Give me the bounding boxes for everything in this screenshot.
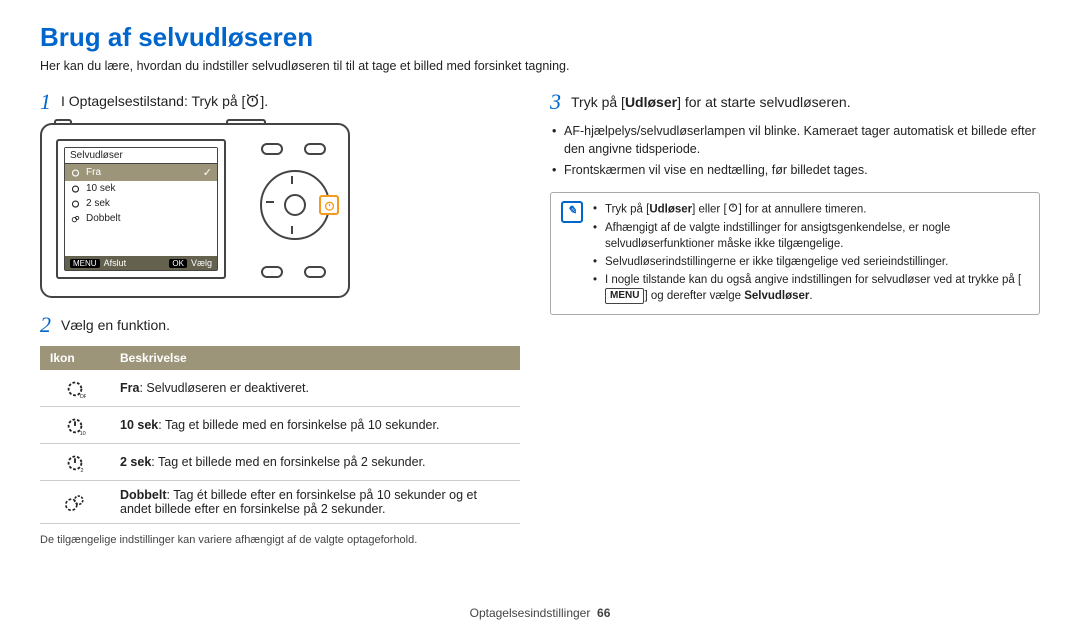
table-footnote: De tilgængelige indstillinger kan varier… xyxy=(40,534,520,546)
menu-item-2sek-label: 2 sek xyxy=(86,198,110,209)
note1-b: ] eller [ xyxy=(692,203,727,215)
menu-badge-left: MENU xyxy=(70,259,100,268)
note4-a: I nogle tilstande kan du også angive ind… xyxy=(605,274,1021,286)
row-icon-off: OFF xyxy=(40,370,110,407)
timer-icon xyxy=(245,93,260,111)
footer-section: Optagelsesindstillinger xyxy=(470,606,591,620)
camera-btn-top2 xyxy=(304,143,326,155)
svg-text:2: 2 xyxy=(81,468,84,473)
note-line-2: Afhængigt af de valgte indstillinger for… xyxy=(593,220,1029,252)
camera-body: Selvudløser Fra ✓ 10 sek 2 sek xyxy=(40,123,350,298)
timer-icon xyxy=(323,199,336,212)
menu-title: Selvudløser xyxy=(65,148,217,164)
timer-10-icon xyxy=(70,183,81,194)
camera-screen-inner: Selvudløser Fra ✓ 10 sek 2 sek xyxy=(64,147,218,271)
th-desc: Beskrivelse xyxy=(110,346,520,370)
step-3: 3 Tryk på [Udløser] for at starte selvud… xyxy=(550,91,1040,113)
row-icon-double xyxy=(40,481,110,524)
bullet-2: Frontskærmen vil vise en nedtælling, før… xyxy=(550,162,1040,180)
row-desc-10: 10 sek: Tag et billede med en forsinkels… xyxy=(110,407,520,444)
step-3-text-b: ] for at starte selvudløseren. xyxy=(677,94,851,110)
note-line-4: I nogle tilstande kan du også angive ind… xyxy=(593,272,1029,304)
table-row: 10 10 sek: Tag et billede med en forsink… xyxy=(40,407,520,444)
camera-illustration: Selvudløser Fra ✓ 10 sek 2 sek xyxy=(40,123,520,298)
menu-badge-right: OK xyxy=(169,259,187,268)
step-2-text: Vælg en funktion. xyxy=(61,317,170,333)
dpad-left xyxy=(266,201,274,203)
menu-item-dobbelt: Dobbelt xyxy=(65,211,217,226)
highlighted-button xyxy=(319,195,339,215)
camera-btn-bot xyxy=(261,266,283,278)
step-1-text-a: I Optagelsestilstand: Tryk på [ xyxy=(61,93,245,109)
step-1-text: I Optagelsestilstand: Tryk på []. xyxy=(61,93,268,111)
note1-c: ] for at annullere timeren. xyxy=(739,203,867,215)
table-row: OFF Fra: Selvudløseren er deaktiveret. xyxy=(40,370,520,407)
note4-c: . xyxy=(809,290,812,302)
camera-btn-top xyxy=(261,143,283,155)
menu-footer: MENU Afslut OK Vælg xyxy=(65,256,217,270)
page-subtitle: Her kan du lære, hvordan du indstiller s… xyxy=(40,59,1040,73)
svg-text:OFF: OFF xyxy=(80,394,86,399)
note1-bold: Udløser xyxy=(649,203,692,215)
menu-item-10sek: 10 sek xyxy=(65,181,217,196)
row-icon-10: 10 xyxy=(40,407,110,444)
step-2: 2 Vælg en funktion. xyxy=(40,314,520,336)
bullet-1: AF-hjælpelys/selvudløserlampen vil blink… xyxy=(550,123,1040,158)
step-1-number: 1 xyxy=(40,91,51,113)
menu-badge-icon: MENU xyxy=(605,288,644,304)
right-column: 3 Tryk på [Udløser] for at starte selvud… xyxy=(550,91,1040,546)
menu-footer-left: Afslut xyxy=(104,258,127,268)
menu-item-10sek-label: 10 sek xyxy=(86,183,115,194)
row-desc-double: Dobbelt: Tag ét billede efter en forsink… xyxy=(110,481,520,524)
dpad-up xyxy=(291,176,293,184)
note-box: ✎ Tryk på [Udløser] eller [ ] for at annu… xyxy=(550,192,1040,316)
check-icon: ✓ xyxy=(203,166,212,179)
timer-double-icon xyxy=(70,213,81,224)
menu-footer-right: Vælg xyxy=(191,258,212,268)
camera-bump-right xyxy=(226,119,266,125)
step-3-number: 3 xyxy=(550,91,561,113)
menu-item-fra: Fra ✓ xyxy=(65,164,217,181)
menu-item-dobbelt-label: Dobbelt xyxy=(86,213,120,224)
camera-screen: Selvudløser Fra ✓ 10 sek 2 sek xyxy=(56,139,226,279)
row-icon-2: 2 xyxy=(40,444,110,481)
menu-item-2sek: 2 sek xyxy=(65,196,217,211)
camera-bump-left xyxy=(54,119,72,125)
page-footer: Optagelsesindstillinger 66 xyxy=(0,606,1080,620)
timer-2-icon xyxy=(70,198,81,209)
note4-b: ] og derefter vælge xyxy=(644,290,744,302)
left-column: 1 I Optagelsestilstand: Tryk på []. Selv… xyxy=(40,91,520,546)
camera-btn-bot2 xyxy=(304,266,326,278)
note-line-1: Tryk på [Udløser] eller [ ] for at annull… xyxy=(593,201,1029,218)
timer-off-icon xyxy=(70,167,81,178)
step-1-text-b: ]. xyxy=(260,93,268,109)
svg-text:10: 10 xyxy=(80,431,86,436)
note1-a: Tryk på [ xyxy=(605,203,649,215)
info-icon: ✎ xyxy=(561,201,583,223)
footer-page: 66 xyxy=(597,606,610,620)
timer-icon xyxy=(727,201,739,218)
right-bullets: AF-hjælpelys/selvudløserlampen vil blink… xyxy=(550,123,1040,180)
note-list: Tryk på [Udløser] eller [ ] for at annull… xyxy=(593,201,1029,307)
step-3-text: Tryk på [Udløser] for at starte selvudlø… xyxy=(571,94,851,110)
note-line-3: Selvudløserindstillingerne er ikke tilgæ… xyxy=(593,254,1029,270)
th-icon: Ikon xyxy=(40,346,110,370)
step-2-number: 2 xyxy=(40,314,51,336)
dpad-down xyxy=(291,226,293,234)
page-title: Brug af selvudløseren xyxy=(40,22,1040,53)
step-1: 1 I Optagelsestilstand: Tryk på []. xyxy=(40,91,520,113)
content-columns: 1 I Optagelsestilstand: Tryk på []. Selv… xyxy=(40,91,1040,546)
table-row: 2 2 sek: Tag et billede med en forsinkel… xyxy=(40,444,520,481)
table-row: Dobbelt: Tag ét billede efter en forsink… xyxy=(40,481,520,524)
step-3-bold: Udløser xyxy=(625,94,677,110)
options-table: Ikon Beskrivelse OFF Fra: Selvudløseren … xyxy=(40,346,520,524)
menu-item-fra-label: Fra xyxy=(86,167,101,178)
note4-bold: Selvudløser xyxy=(744,290,809,302)
row-desc-off: Fra: Selvudløseren er deaktiveret. xyxy=(110,370,520,407)
dpad-center xyxy=(284,194,306,216)
step-3-text-a: Tryk på [ xyxy=(571,94,625,110)
row-desc-2: 2 sek: Tag et billede med en forsinkelse… xyxy=(110,444,520,481)
